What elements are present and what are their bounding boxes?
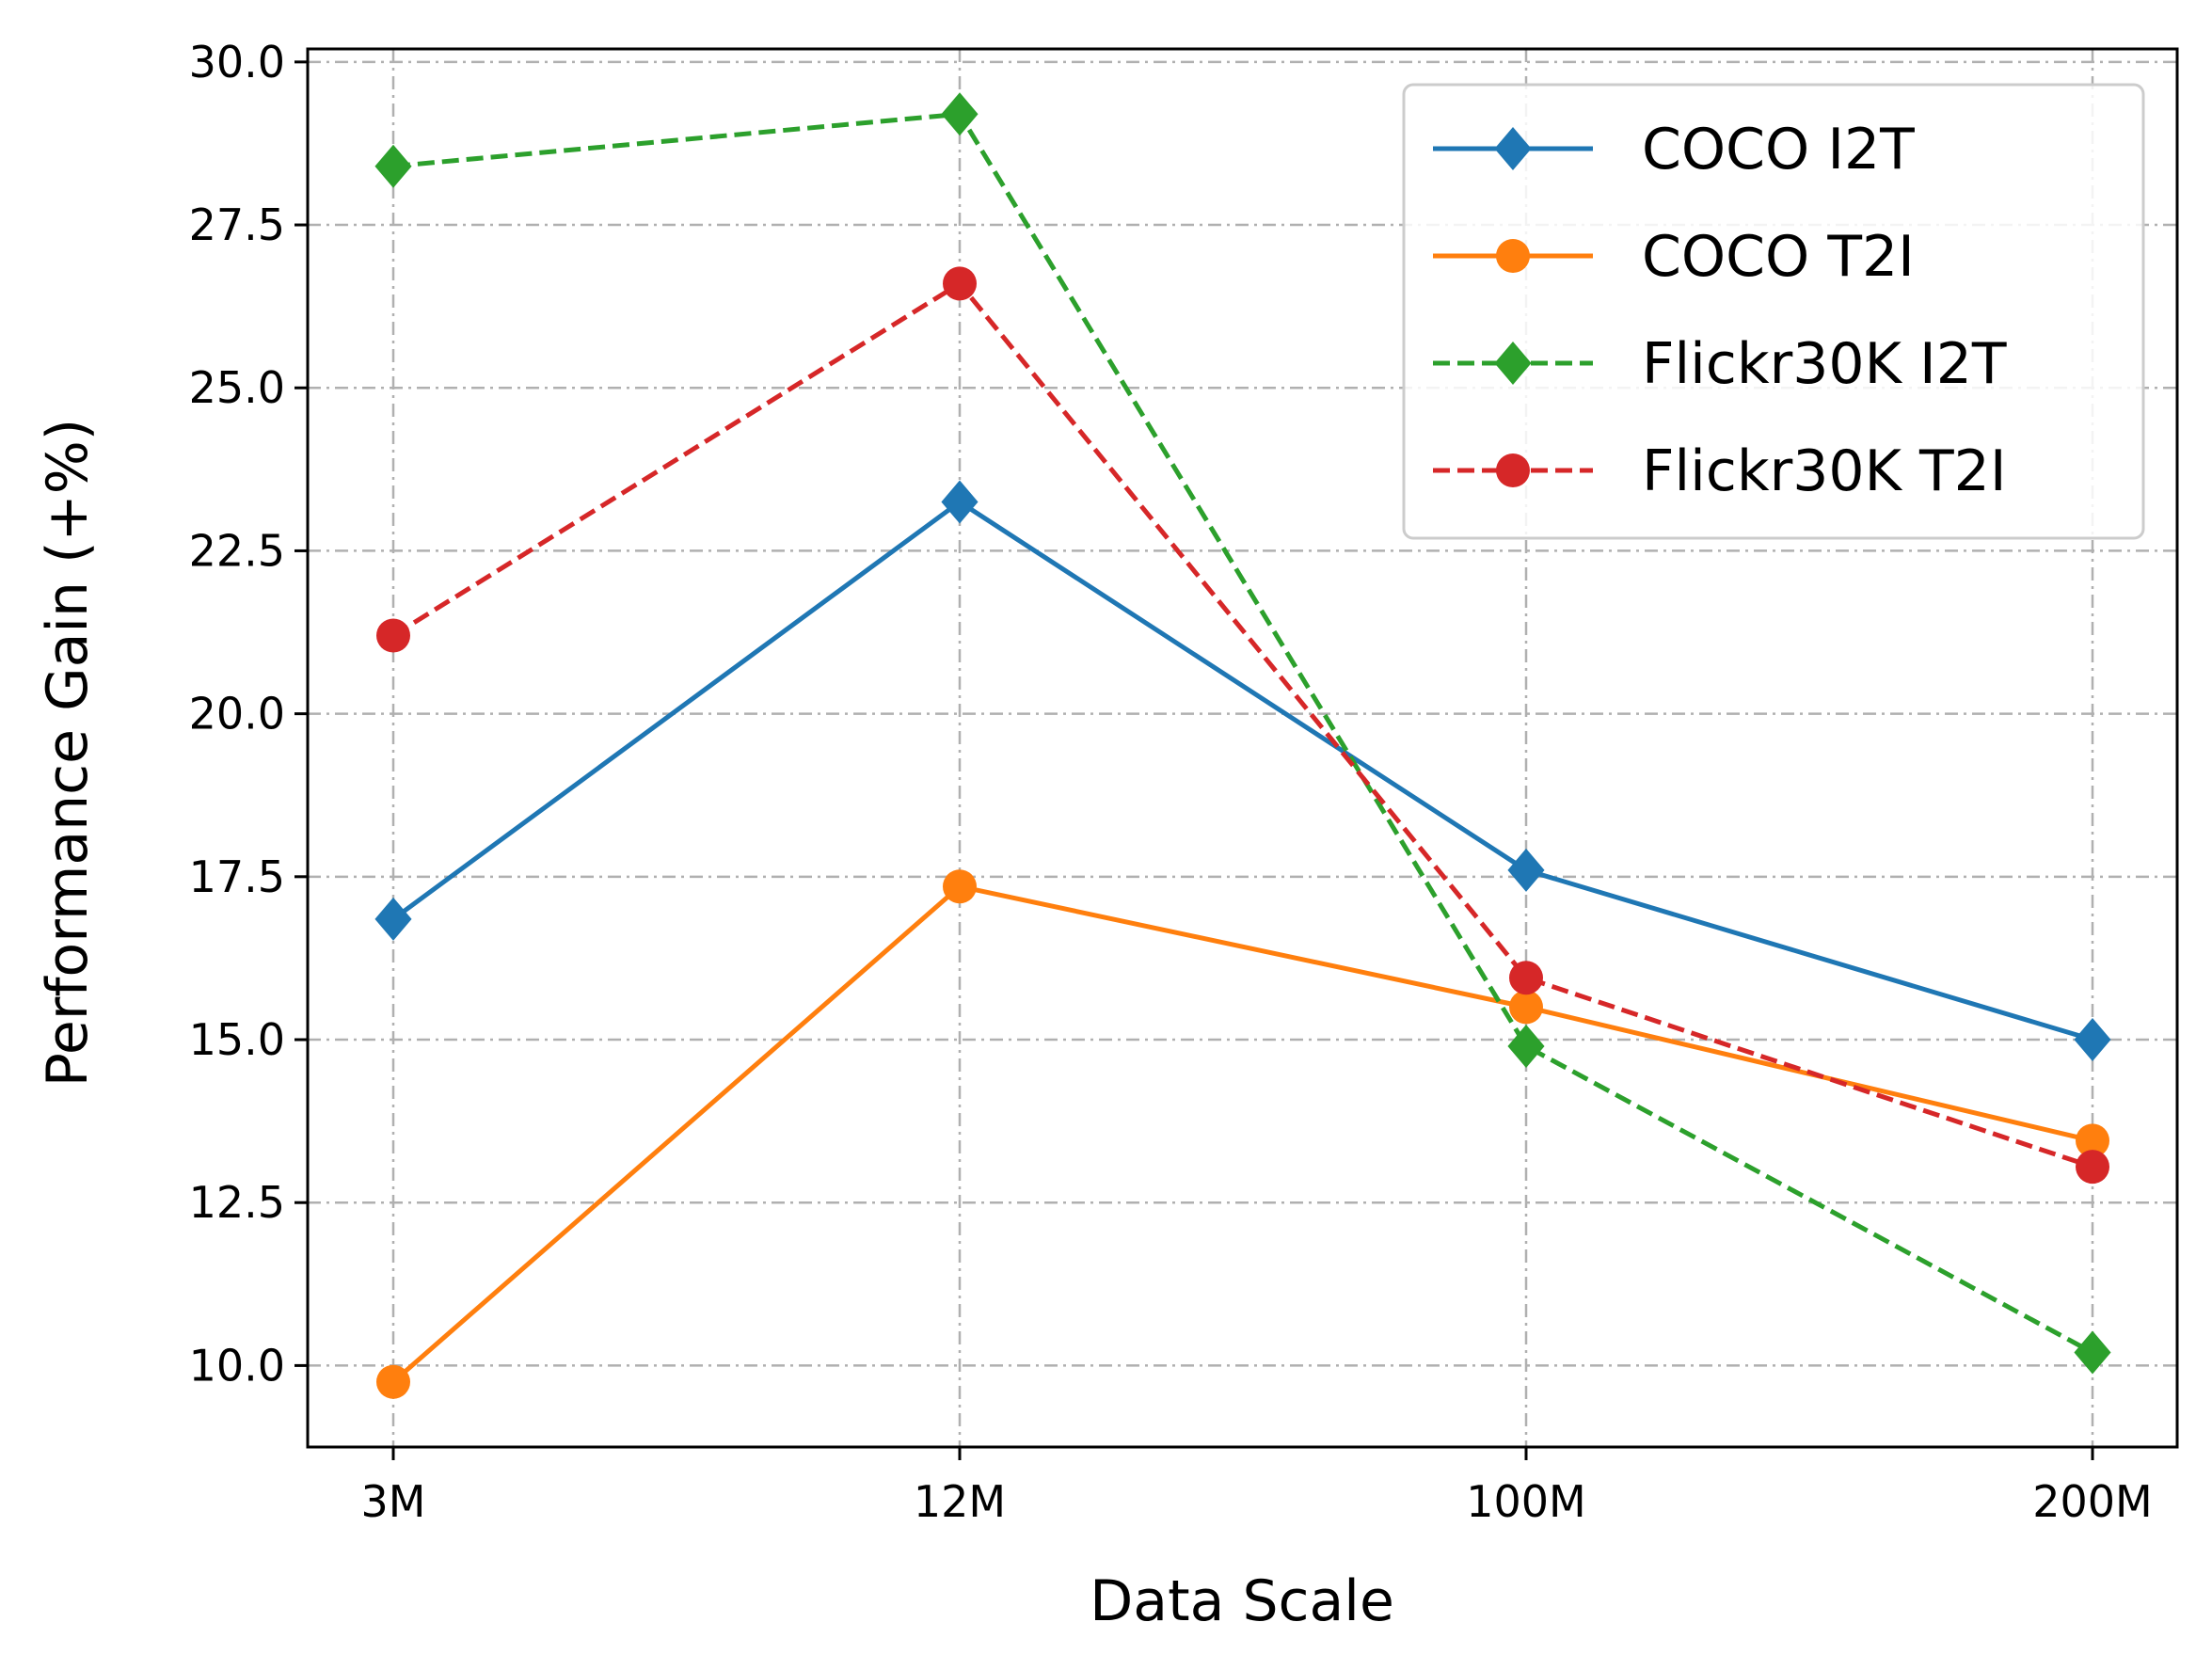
y-tick-label: 15.0 — [189, 1014, 285, 1065]
data-point-flickr30k-i2t — [941, 92, 979, 136]
y-axis-ticks: 10.0 12.5 15.0 17.5 20.0 22.5 25.0 27.5 30.0 — [189, 37, 308, 1391]
data-point-flickr30k-t2i — [943, 266, 977, 301]
y-tick-label: 27.5 — [189, 199, 285, 250]
x-tick-label: 100M — [1466, 1476, 1586, 1527]
legend-box — [1402, 83, 2145, 540]
x-axis-ticks: 3M 12M 100M 200M — [361, 1447, 2153, 1527]
series-flickr30k-i2t — [374, 92, 2111, 1375]
plot-frame — [306, 47, 2179, 1449]
y-tick-label: 30.0 — [189, 37, 285, 87]
x-tick-label: 12M — [914, 1476, 1006, 1527]
legend-label: Flickr30K T2I — [1642, 438, 2007, 504]
series-layer — [374, 92, 2111, 1399]
data-point-coco-i2t — [1507, 848, 1545, 892]
series-coco-i2t — [374, 480, 2111, 1062]
y-tick-label: 20.0 — [189, 689, 285, 740]
data-point-coco-i2t — [374, 897, 412, 941]
y-tick-label: 10.0 — [189, 1340, 285, 1391]
legend-item-flickr30k-i2t: Flickr30K I2T — [1433, 331, 2007, 397]
series-line-flickr30k-t2i — [391, 280, 2093, 1169]
legend-marker — [1494, 342, 1532, 385]
legend-item-coco-t2i: COCO T2I — [1433, 224, 1915, 290]
legend: COCO I2T COCO T2I Flickr30K I2T Flickr30K T… — [1402, 83, 2145, 540]
legend-marker — [1494, 127, 1532, 170]
x-tick-label: 200M — [2032, 1476, 2153, 1527]
legend-marker — [1496, 239, 1530, 273]
x-tick-label: 3M — [361, 1476, 426, 1527]
legend-label: Flickr30K I2T — [1642, 331, 2007, 397]
legend-label: COCO T2I — [1642, 224, 1915, 290]
y-tick-label: 17.5 — [189, 851, 285, 902]
data-point-coco-t2i — [1509, 990, 1543, 1025]
data-point-coco-t2i — [2076, 1123, 2109, 1158]
data-point-coco-i2t — [941, 480, 979, 524]
legend-item-flickr30k-t2i: Flickr30K T2I — [1433, 438, 2007, 504]
data-point-flickr30k-i2t — [374, 144, 412, 188]
data-point-flickr30k-i2t — [1507, 1024, 1545, 1068]
y-tick-label: 22.5 — [189, 525, 285, 576]
legend-label: COCO I2T — [1642, 117, 1915, 183]
data-point-flickr30k-t2i — [2076, 1150, 2109, 1185]
y-tick-label: 12.5 — [189, 1177, 285, 1228]
data-point-coco-t2i — [376, 1364, 410, 1399]
data-point-coco-i2t — [2074, 1018, 2111, 1062]
data-point-flickr30k-i2t — [2074, 1330, 2111, 1375]
data-point-flickr30k-t2i — [1509, 961, 1543, 995]
y-axis-label: Performance Gain (+%) — [35, 419, 101, 1087]
legend-marker — [1496, 453, 1530, 487]
data-point-coco-t2i — [943, 869, 977, 904]
series-flickr30k-t2i — [376, 266, 2109, 1185]
series-line-flickr30k-i2t — [392, 111, 2094, 1355]
legend-item-coco-i2t: COCO I2T — [1433, 117, 1915, 183]
data-point-flickr30k-t2i — [376, 618, 410, 653]
y-tick-label: 25.0 — [189, 362, 285, 413]
x-axis-label: Data Scale — [1090, 1568, 1394, 1634]
series-line-coco-i2t — [391, 499, 2093, 1042]
